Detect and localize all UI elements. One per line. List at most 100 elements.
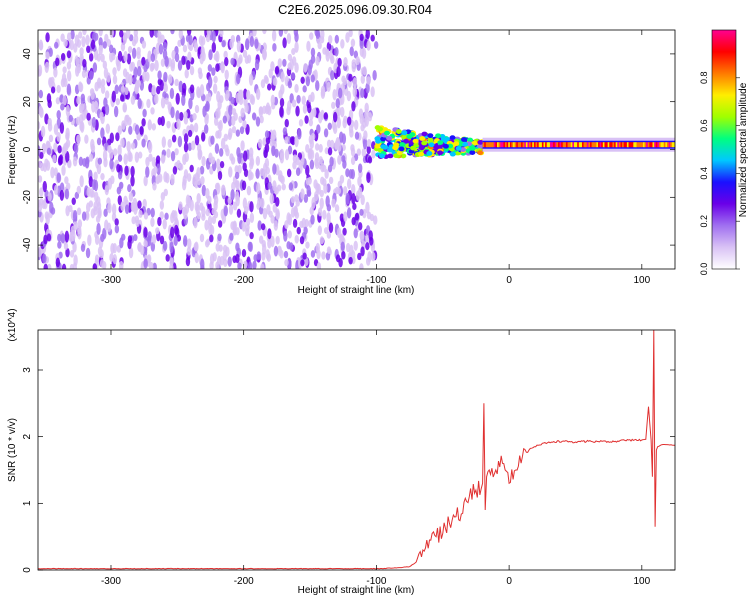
spectrogram-cell: [178, 80, 183, 93]
spectrogram-cell: [96, 163, 102, 175]
spectrogram-cell: [183, 207, 188, 220]
spectrogram-cell: [47, 192, 52, 202]
spectrogram-cell: [628, 142, 631, 148]
spectrogram-cell: [65, 127, 70, 140]
spectrogram-cell: [151, 156, 157, 168]
spectrogram-cell: [372, 70, 377, 81]
spectrogram-cell: [361, 148, 367, 158]
spectrogram-cell: [530, 142, 533, 148]
spectrogram-cell: [360, 194, 365, 206]
spectrogram-cell: [243, 150, 248, 162]
spectrogram-cell: [348, 30, 353, 38]
spectrogram-cell: [128, 192, 134, 202]
spectrogram-cell: [517, 142, 520, 148]
spectrogram-cell: [86, 112, 91, 121]
spectrogram-cell: [249, 212, 255, 223]
spectrogram-cell: [63, 38, 68, 47]
spectrogram-cell: [256, 182, 261, 195]
spectrogram-cell: [194, 252, 199, 264]
spectrogram-cell: [359, 33, 364, 42]
spectrogram-cell: [350, 147, 356, 157]
spectrogram-cell: [197, 67, 203, 75]
spectrogram-cell: [353, 119, 359, 131]
spectrogram-cell: [292, 218, 298, 228]
y-tick-label: -40: [22, 237, 33, 252]
spectrogram-cell: [102, 149, 108, 162]
spectrogram-cell: [283, 250, 289, 259]
spectrogram-cell: [324, 168, 329, 179]
spectrogram-cell: [329, 139, 335, 149]
spectrogram-cell: [355, 190, 361, 201]
spectrogram-cell: [498, 142, 501, 148]
spectrogram-cell: [57, 241, 62, 249]
spectrogram-cell: [573, 142, 577, 148]
spectrogram-cell: [418, 151, 425, 157]
spectrogram-cell: [349, 46, 354, 57]
spectrogram-cell: [337, 154, 342, 165]
spectrogram-cell: [487, 142, 490, 148]
spectrogram-cell: [170, 226, 175, 239]
spectrogram-cell: [409, 132, 416, 137]
spectrogram-cell: [217, 220, 223, 228]
spectrogram-cell: [134, 151, 140, 163]
spectrogram-cell: [259, 167, 265, 177]
spectrogram-cell: [580, 142, 583, 148]
spectrogram-cell: [193, 216, 198, 229]
spectrogram-cell: [335, 254, 341, 263]
spectrogram-cell: [65, 104, 71, 117]
spectrogram-cell: [186, 173, 192, 182]
spectrogram-cell: [104, 103, 110, 116]
spectrogram-cell: [95, 215, 101, 223]
spectrogram-cell: [55, 257, 61, 268]
spectrogram-cell: [211, 67, 216, 76]
spectrogram-cell: [117, 125, 123, 135]
spectrogram-cell: [330, 70, 335, 81]
spectrogram-cell: [215, 108, 220, 119]
spectrogram-cell: [535, 142, 538, 148]
spectrogram-cell: [538, 142, 541, 148]
spectrogram-cell: [307, 103, 312, 114]
spectrogram-cell: [307, 94, 313, 103]
spectrogram-cell: [38, 160, 42, 168]
spectrogram-cell: [117, 170, 123, 180]
spectrogram-cell: [38, 175, 43, 183]
spectrogram-cell: [105, 123, 111, 134]
spectrogram-cell: [183, 111, 188, 119]
spectrogram-cell: [96, 222, 101, 235]
spectrogram-cell: [437, 140, 444, 145]
spectrogram-cell: [545, 142, 548, 148]
spectrogram-cell: [150, 62, 156, 71]
spectrogram-cell: [134, 124, 140, 135]
spectrogram-cell: [63, 242, 69, 250]
spectrogram-cell: [62, 95, 67, 106]
spectrogram-cell: [150, 53, 156, 63]
spectrogram-cell: [309, 206, 314, 216]
spectrogram-cell: [130, 165, 135, 178]
spectrogram-cell: [167, 138, 172, 148]
spectrogram-cell: [130, 175, 135, 187]
spectrogram-cell: [98, 37, 103, 47]
y-tick-label: 0: [22, 567, 33, 573]
spectrogram-cell: [327, 147, 333, 156]
snr-scale-label: (x10^4): [7, 308, 18, 341]
spectrogram-y-axis: -40 -20 0 20 40: [22, 48, 675, 252]
spectrogram-cell: [42, 180, 47, 193]
spectrogram-cell: [154, 59, 159, 72]
spectrogram-cell: [230, 189, 235, 201]
spectrogram-cell: [318, 156, 323, 165]
spectrogram-cell: [646, 142, 649, 148]
spectrogram-cell: [272, 77, 278, 86]
spectrogram-cell: [618, 142, 621, 148]
spectrogram-cell: [477, 139, 484, 145]
spectrogram-cell: [142, 108, 147, 118]
spectrogram-cell: [360, 246, 365, 257]
spectrogram-cell: [38, 105, 43, 117]
spectrogram-cell: [509, 142, 512, 148]
spectrogram-cell: [53, 41, 59, 49]
spectrogram-cell: [506, 142, 509, 148]
spectrogram-cell: [242, 49, 248, 58]
spectrogram-cell: [66, 83, 72, 96]
x-tick-label: -200: [234, 576, 254, 587]
spectrogram-cell: [322, 164, 327, 173]
